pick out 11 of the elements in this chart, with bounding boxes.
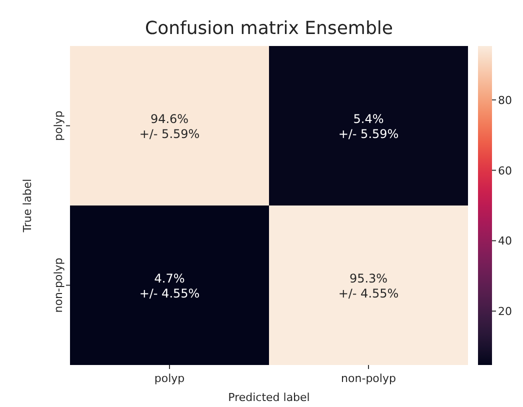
data-label: 95.3% +/- 4.55% xyxy=(338,271,399,300)
data-label: 4.7% +/- 4.55% xyxy=(139,271,200,300)
color-bar-label: 60 xyxy=(498,164,512,178)
data-label: 5.4% +/- 5.59% xyxy=(338,112,399,141)
data-label: 94.6% +/- 5.59% xyxy=(139,112,200,141)
chart-title: Confusion matrix Ensemble xyxy=(145,18,393,39)
x-axis-title: Predicted label xyxy=(228,391,310,404)
color-bar-label: 80 xyxy=(498,94,512,107)
color-bar-label: 20 xyxy=(498,305,512,318)
color-bar-label: 40 xyxy=(498,234,512,248)
y-axis-title: True label xyxy=(21,178,34,234)
